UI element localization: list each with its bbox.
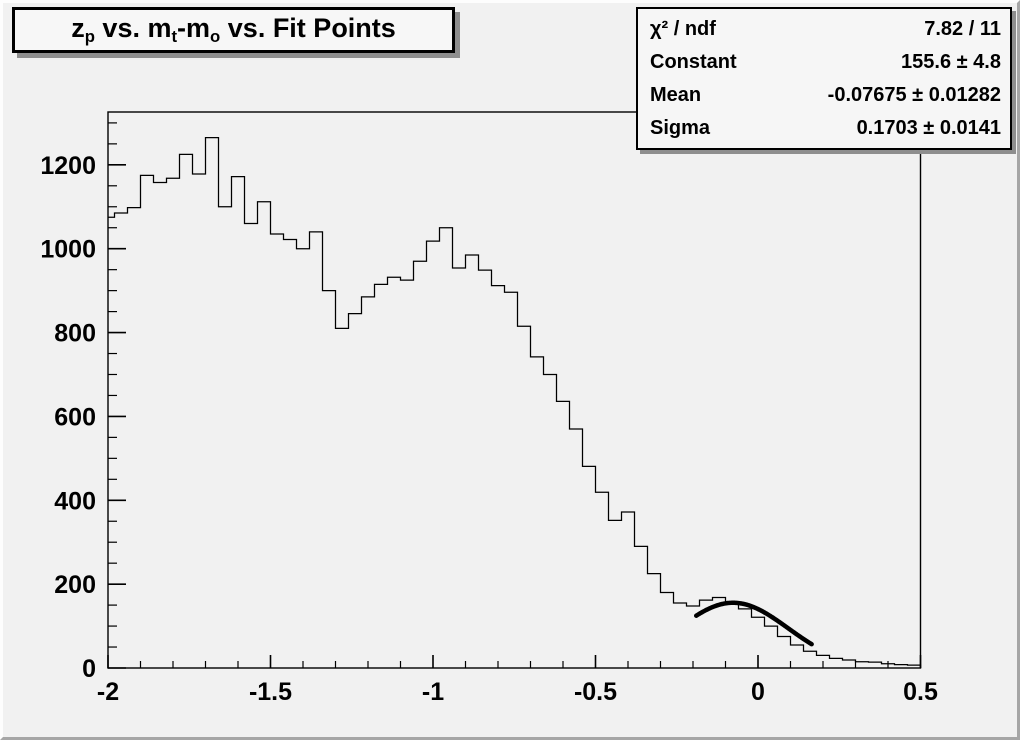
x-axis-tick-label: 0 (751, 678, 765, 706)
title-text-segment: -m (177, 12, 211, 43)
y-axis-tick-label: 400 (54, 487, 96, 515)
stat-label: Sigma (650, 116, 711, 139)
fit-stats-box: χ² / ndf 7.82 / 11 Constant 155.6 ± 4.8 Mean… (636, 7, 1012, 150)
title-text-segment: vs. Fit Points (220, 12, 396, 43)
stat-label: Mean (650, 83, 702, 106)
stat-row: Sigma 0.1703 ± 0.0141 (638, 118, 1010, 138)
x-axis-tick-label: -2 (97, 678, 119, 706)
y-axis-tick-label: 0 (82, 655, 96, 683)
title-text-segment: vs. m (94, 12, 172, 43)
histogram-plot: -2 -1.5 -1 -0.5 0 0.5 0 200 400 600 800 1000 1200 (40, 111, 938, 706)
stat-row: Constant 155.6 ± 4.8 (638, 52, 1010, 72)
y-axis-tick-label: 200 (54, 571, 96, 599)
y-axis-tick-label: 1000 (40, 236, 96, 264)
title-text-segment: z (71, 12, 85, 43)
y-axis-tick-label: 600 (54, 403, 96, 431)
histogram-outline (108, 136, 922, 668)
x-axis-tick-label: -1 (422, 678, 444, 706)
x-axis-tick-label: 0.5 (903, 678, 938, 706)
stat-label: χ² / ndf (650, 18, 716, 41)
gaussian-fit-curve (694, 600, 814, 647)
title-box: zp vs. mt-mo vs. Fit Points (12, 7, 455, 53)
stat-value: 7.82 / 11 (924, 18, 1001, 41)
title-subscript: t (171, 27, 178, 46)
title-subscript: o (210, 27, 221, 46)
stat-label: Constant (650, 51, 737, 74)
stat-value: -0.07675 ± 0.01282 (827, 83, 1001, 106)
y-axis-tick-label: 800 (54, 320, 96, 348)
stat-value: 0.1703 ± 0.0141 (856, 116, 1001, 139)
x-axis-tick-label: -1.5 (249, 678, 292, 706)
plot-frame (107, 111, 922, 669)
stat-value: 155.6 ± 4.8 (901, 51, 1001, 74)
title-subscript: p (84, 27, 95, 46)
page-title: zp vs. mt-mo vs. Fit Points (71, 13, 396, 47)
x-axis-tick-label: -0.5 (574, 678, 617, 706)
stat-row: Mean -0.07675 ± 0.01282 (638, 85, 1010, 105)
stat-row: χ² / ndf 7.82 / 11 (638, 19, 1010, 39)
y-axis-tick-label: 1200 (40, 152, 96, 180)
